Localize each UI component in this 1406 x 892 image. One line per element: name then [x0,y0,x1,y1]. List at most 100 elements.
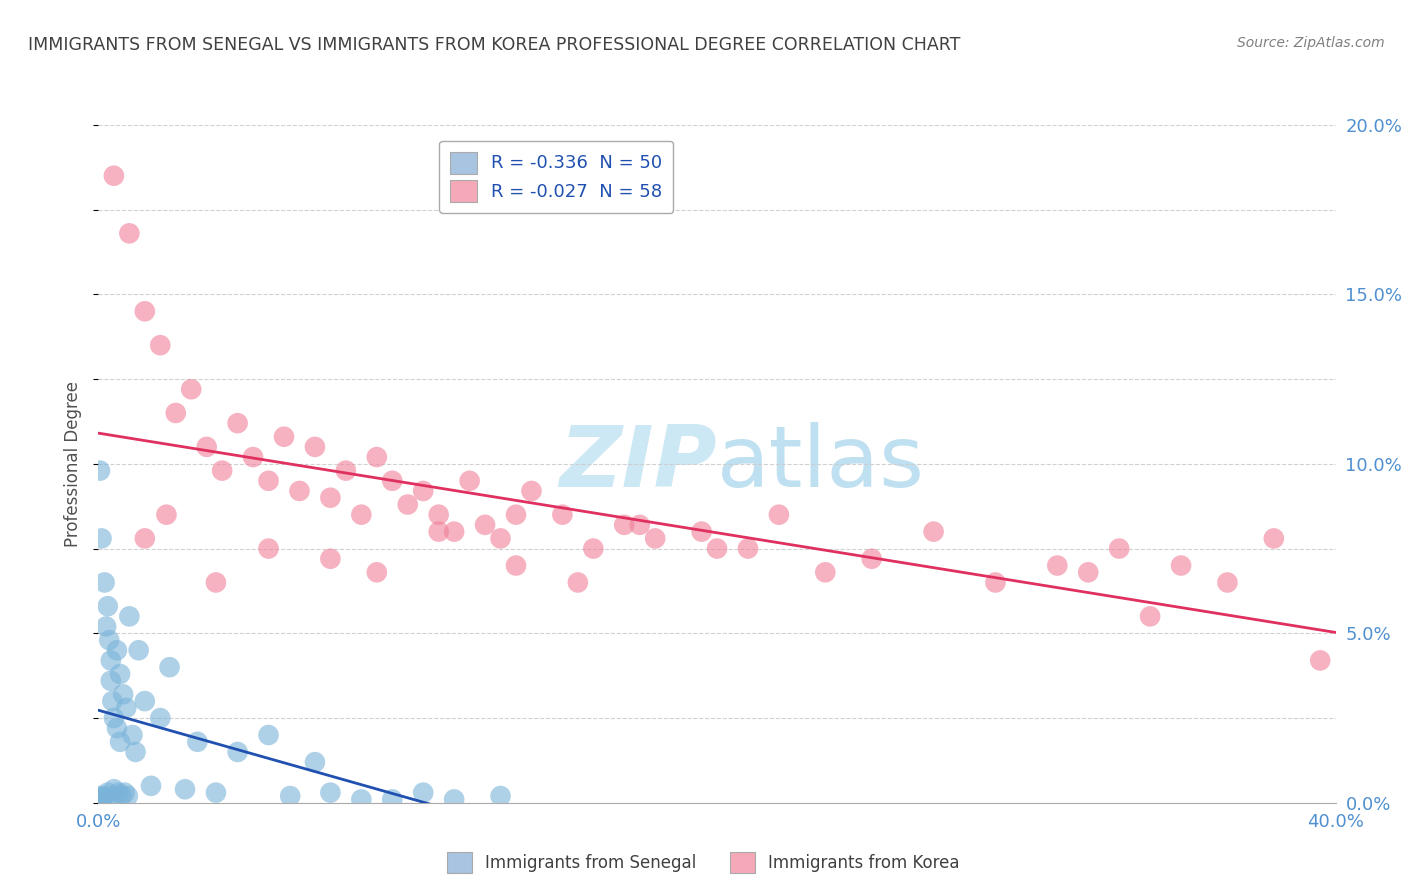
Point [97,599,120,614]
Point [149,711,172,725]
Point [257,541,280,556]
Point [628,517,651,532]
Point [412,786,434,800]
Point [134,532,156,546]
Point [89,796,111,810]
Point [100,673,122,688]
Point [100,653,122,667]
Point [427,524,450,539]
Point [97,786,120,800]
Point [304,755,326,769]
Point [814,566,837,580]
Point [89,789,111,803]
Point [101,694,124,708]
Point [108,667,131,681]
Point [489,532,512,546]
Point [186,735,208,749]
Point [737,541,759,556]
Point [205,786,228,800]
Point [114,786,136,800]
Point [520,483,543,498]
Point [90,532,112,546]
Point [1139,609,1161,624]
Point [644,532,666,546]
Point [567,575,589,590]
Point [128,643,150,657]
Point [551,508,574,522]
Point [690,524,713,539]
Point [96,619,118,633]
Point [107,786,129,800]
Point [350,792,373,806]
Point [366,566,388,580]
Point [366,450,388,464]
Point [121,728,143,742]
Point [1216,575,1239,590]
Text: atlas: atlas [717,422,925,506]
Point [582,541,605,556]
Point [226,745,249,759]
Point [350,508,373,522]
Point [180,382,202,396]
Point [118,609,141,624]
Text: ZIP: ZIP [560,422,717,506]
Point [443,792,465,806]
Point [226,416,249,430]
Point [1263,532,1285,546]
Y-axis label: Professional Degree: Professional Degree [65,381,83,547]
Point [112,687,135,701]
Point [165,406,187,420]
Text: Source: ZipAtlas.com: Source: ZipAtlas.com [1237,36,1385,50]
Point [613,517,636,532]
Point [257,474,280,488]
Point [319,551,342,566]
Point [124,745,146,759]
Point [381,792,404,806]
Point [90,796,112,810]
Point [304,440,326,454]
Point [381,474,404,488]
Point [105,643,128,657]
Point [103,782,125,797]
Point [174,782,197,797]
Point [242,450,264,464]
Point [195,440,218,454]
Point [205,575,228,590]
Point [443,524,465,539]
Point [257,728,280,742]
Point [104,789,127,803]
Point [134,694,156,708]
Point [118,227,141,241]
Point [103,169,125,183]
Point [149,338,172,352]
Point [93,575,115,590]
Point [111,789,134,803]
Point [922,524,945,539]
Point [1309,653,1331,667]
Point [505,508,527,522]
Point [139,779,162,793]
Point [706,541,728,556]
Point [489,789,512,803]
Point [458,474,481,488]
Point [768,508,790,522]
Point [117,789,139,803]
Point [134,304,156,318]
Point [396,498,419,512]
Point [89,464,111,478]
Point [278,789,301,803]
Point [211,464,233,478]
Point [155,508,177,522]
Point [319,786,342,800]
Point [474,517,496,532]
Point [1046,558,1069,573]
Text: IMMIGRANTS FROM SENEGAL VS IMMIGRANTS FROM KOREA PROFESSIONAL DEGREE CORRELATION: IMMIGRANTS FROM SENEGAL VS IMMIGRANTS FR… [28,36,960,54]
Point [98,633,121,648]
Point [103,711,125,725]
Point [335,464,357,478]
Point [90,792,112,806]
Point [91,790,114,805]
Point [159,660,181,674]
Point [427,508,450,522]
Point [319,491,342,505]
